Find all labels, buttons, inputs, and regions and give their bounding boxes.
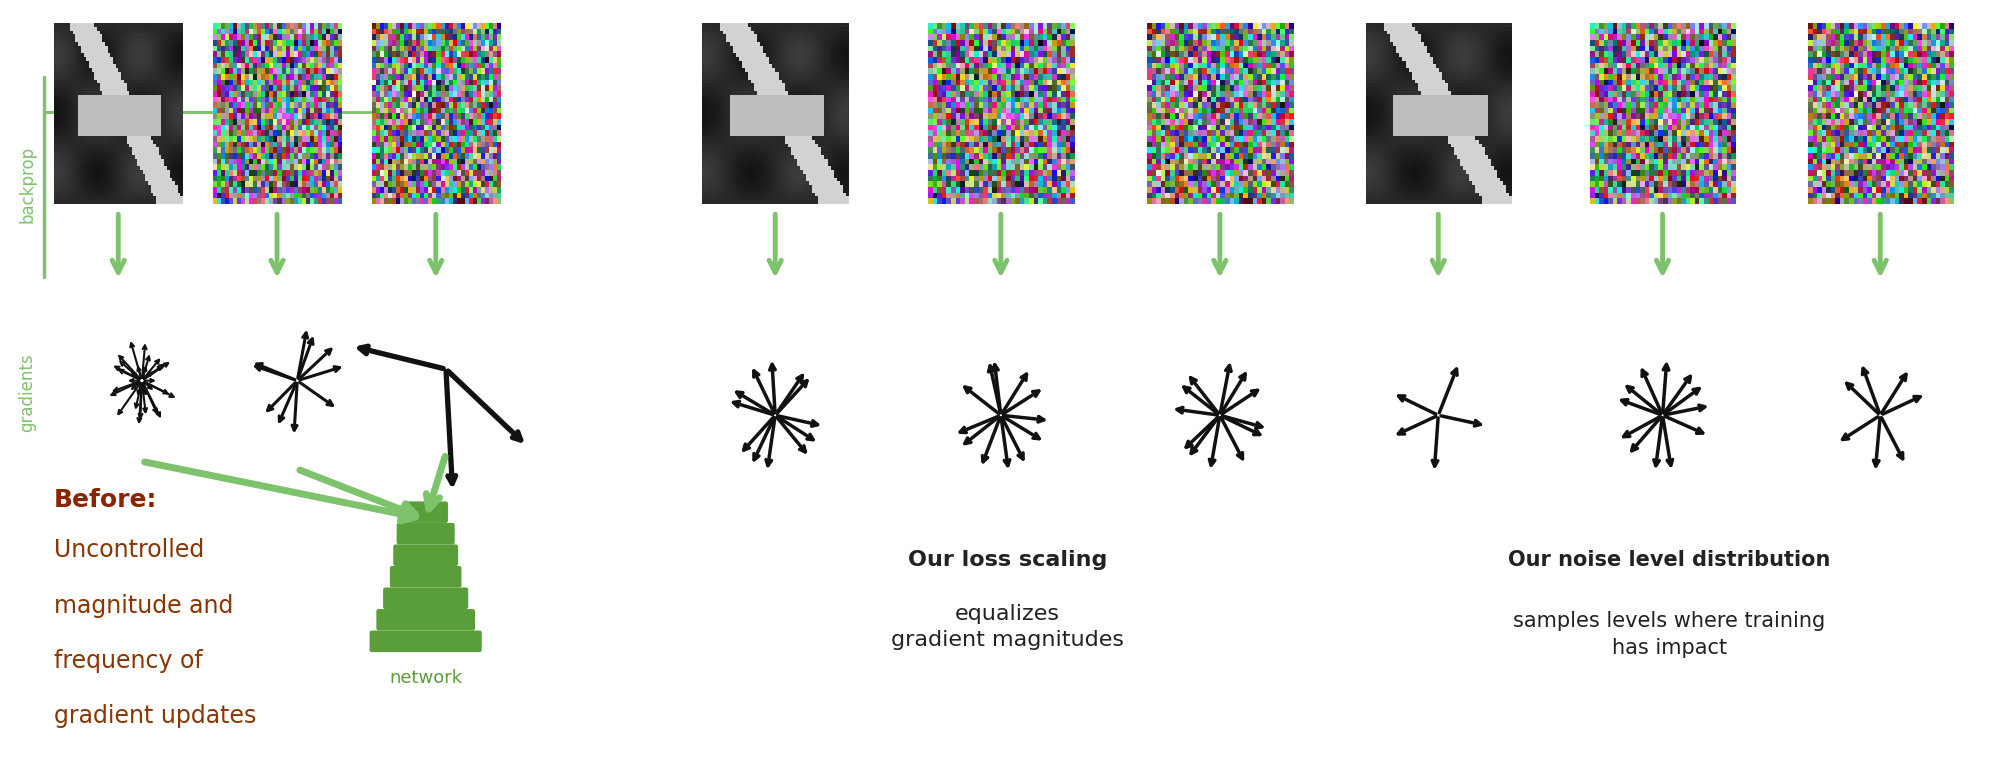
- Text: equalizes
gradient magnitudes: equalizes gradient magnitudes: [891, 604, 1123, 650]
- FancyBboxPatch shape: [394, 544, 458, 566]
- Text: samples levels where training
has impact: samples levels where training has impact: [1512, 611, 1824, 657]
- FancyBboxPatch shape: [396, 523, 454, 544]
- Text: gradients: gradients: [18, 353, 36, 431]
- FancyBboxPatch shape: [404, 501, 448, 523]
- FancyBboxPatch shape: [384, 588, 468, 609]
- Text: magnitude and: magnitude and: [54, 594, 234, 618]
- Text: backprop: backprop: [18, 146, 36, 223]
- Text: Our loss scaling: Our loss scaling: [907, 550, 1107, 570]
- Text: Before:: Before:: [54, 488, 158, 512]
- FancyBboxPatch shape: [376, 609, 476, 631]
- Text: Our noise level distribution: Our noise level distribution: [1506, 550, 1830, 570]
- Text: network: network: [390, 669, 462, 687]
- Text: frequency of: frequency of: [54, 649, 202, 673]
- Text: Uncontrolled: Uncontrolled: [54, 538, 204, 562]
- FancyBboxPatch shape: [370, 631, 482, 652]
- FancyBboxPatch shape: [390, 566, 462, 588]
- Text: gradient updates: gradient updates: [54, 704, 256, 728]
